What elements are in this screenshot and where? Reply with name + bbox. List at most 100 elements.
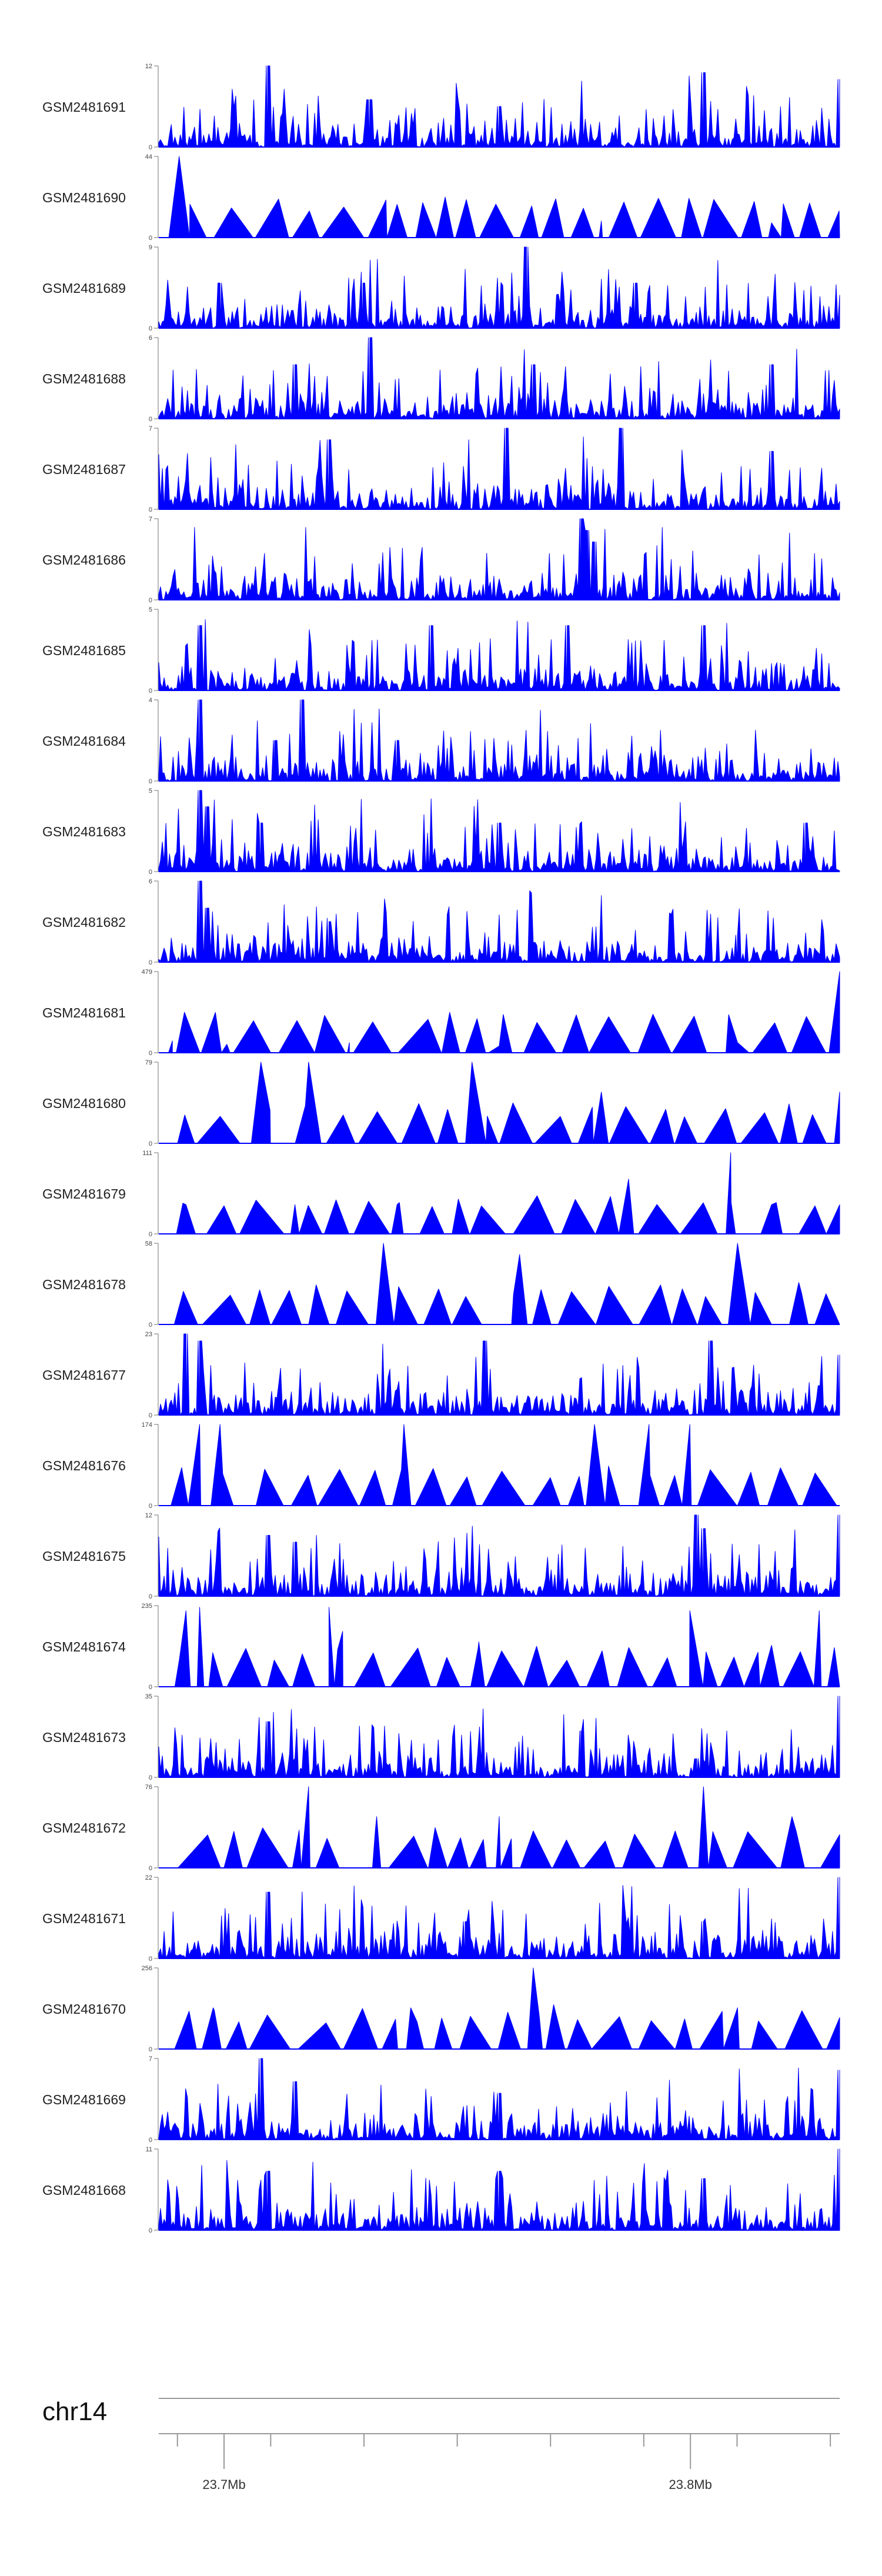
y-min-label: 0 xyxy=(149,2137,152,2144)
y-max-label: 12 xyxy=(145,63,152,70)
signal-area xyxy=(158,428,840,510)
track-label: GSM2481689 xyxy=(42,281,126,296)
track-label: GSM2481687 xyxy=(42,462,126,477)
signal-area xyxy=(158,518,840,600)
track-GSM2481677: GSM2481677 23 0 xyxy=(42,1331,840,1419)
signal-area xyxy=(158,246,840,329)
signal-area xyxy=(158,1696,840,1778)
y-max-label: 4 xyxy=(149,697,152,704)
track-label: GSM2481673 xyxy=(42,1730,126,1745)
y-max-label: 7 xyxy=(149,425,152,432)
signal-area xyxy=(158,971,840,1053)
y-max-label: 479 xyxy=(142,969,152,976)
y-max-label: 12 xyxy=(145,1512,152,1519)
track-GSM2481683: GSM2481683 5 0 xyxy=(42,788,840,876)
track-label: GSM2481677 xyxy=(42,1367,126,1383)
track-label: GSM2481688 xyxy=(42,371,126,386)
signal-area xyxy=(158,1877,840,1959)
y-max-label: 5 xyxy=(149,606,152,613)
track-GSM2481680: GSM2481680 79 0 xyxy=(42,1059,840,1147)
track-GSM2481669: GSM2481669 7 0 xyxy=(42,2056,840,2144)
signal-area xyxy=(158,1967,840,2050)
track-label: GSM2481685 xyxy=(42,643,126,658)
track-label: GSM2481675 xyxy=(42,1549,126,1564)
y-max-label: 23 xyxy=(145,1331,152,1338)
y-max-label: 11 xyxy=(146,2146,152,2153)
y-min-label: 0 xyxy=(149,1593,152,1600)
track-label: GSM2481672 xyxy=(42,1820,126,1836)
y-min-label: 0 xyxy=(149,1231,152,1238)
genome-axis: chr14 23.7Mb 23.8Mb xyxy=(42,2397,840,2492)
y-max-label: 6 xyxy=(149,335,152,342)
y-min-label: 0 xyxy=(149,1956,152,1963)
track-label: GSM2481690 xyxy=(42,190,126,205)
track-label: GSM2481681 xyxy=(42,1005,126,1020)
y-min-label: 0 xyxy=(149,778,152,785)
track-GSM2481690: GSM2481690 44 0 xyxy=(42,154,840,242)
y-min-label: 0 xyxy=(149,416,152,423)
track-label: GSM2481683 xyxy=(42,824,126,839)
y-min-label: 0 xyxy=(149,1412,152,1419)
track-GSM2481684: GSM2481684 4 0 xyxy=(42,697,840,785)
y-min-label: 0 xyxy=(149,2046,152,2053)
y-max-label: 6 xyxy=(149,878,152,885)
y-min-label: 0 xyxy=(149,325,152,332)
track-GSM2481687: GSM2481687 7 0 xyxy=(42,425,840,513)
axis-tick-label: 23.8Mb xyxy=(669,2477,711,2492)
y-min-label: 0 xyxy=(149,597,152,604)
track-GSM2481670: GSM2481670 256 0 xyxy=(42,1965,840,2053)
signal-area xyxy=(158,337,840,419)
track-label: GSM2481674 xyxy=(42,1639,126,1654)
y-max-label: 174 xyxy=(142,1422,152,1429)
signal-tracks: GSM2481691120GSM2481690440GSM248168990GS… xyxy=(42,63,840,2234)
track-label: GSM2481680 xyxy=(42,1096,126,1111)
track-GSM2481671: GSM2481671 22 0 xyxy=(42,1874,840,1963)
track-GSM2481681: GSM2481681 479 0 xyxy=(42,969,840,1057)
track-label: GSM2481668 xyxy=(42,2183,126,2198)
y-min-label: 0 xyxy=(149,1684,152,1691)
signal-area xyxy=(158,65,840,148)
signal-area xyxy=(158,156,840,238)
signal-area xyxy=(158,790,840,872)
y-max-label: 58 xyxy=(145,1240,152,1247)
y-min-label: 0 xyxy=(149,1503,152,1510)
signal-area xyxy=(158,880,840,963)
signal-area xyxy=(158,1152,840,1234)
signal-area xyxy=(158,1607,840,1687)
track-label: GSM2481676 xyxy=(42,1458,126,1473)
y-min-label: 0 xyxy=(149,1865,152,1872)
y-max-label: 9 xyxy=(149,244,152,251)
signal-area xyxy=(158,619,840,691)
track-GSM2481678: GSM2481678 58 0 xyxy=(42,1240,840,1329)
y-max-label: 111 xyxy=(142,1150,152,1157)
track-GSM2481679: GSM2481679 111 0 xyxy=(42,1150,840,1238)
y-min-label: 0 xyxy=(149,1322,152,1329)
y-min-label: 0 xyxy=(149,1774,152,1781)
track-label: GSM2481678 xyxy=(42,1277,126,1292)
signal-area xyxy=(158,2148,840,2231)
y-min-label: 0 xyxy=(149,506,152,513)
track-GSM2481673: GSM2481673 35 0 xyxy=(42,1693,840,1781)
axis-tick-label: 23.7Mb xyxy=(202,2477,245,2492)
track-label: GSM2481670 xyxy=(42,2001,126,2017)
track-label: GSM2481679 xyxy=(42,1186,126,1202)
track-GSM2481691: GSM2481691 12 0 xyxy=(42,63,840,151)
track-GSM2481676: GSM2481676 174 0 xyxy=(42,1422,840,1510)
track-label: GSM2481691 xyxy=(42,99,126,115)
signal-area xyxy=(158,1243,840,1325)
chromosome-label: chr14 xyxy=(42,2397,107,2426)
signal-area xyxy=(158,2058,840,2140)
y-max-label: 79 xyxy=(145,1059,152,1066)
y-max-label: 76 xyxy=(145,1784,152,1791)
track-label: GSM2481671 xyxy=(42,1911,126,1926)
track-GSM2481675: GSM2481675 12 0 xyxy=(42,1512,840,1600)
track-GSM2481672: GSM2481672 76 0 xyxy=(42,1784,840,1872)
y-max-label: 256 xyxy=(142,1965,152,1972)
track-GSM2481668: GSM2481668 11 0 xyxy=(42,2146,840,2234)
track-GSM2481685: GSM2481685 5 0 xyxy=(42,606,840,695)
y-max-label: 7 xyxy=(149,516,152,523)
track-label: GSM2481669 xyxy=(42,2092,126,2107)
signal-area xyxy=(158,1062,840,1144)
signal-area xyxy=(158,1424,840,1506)
